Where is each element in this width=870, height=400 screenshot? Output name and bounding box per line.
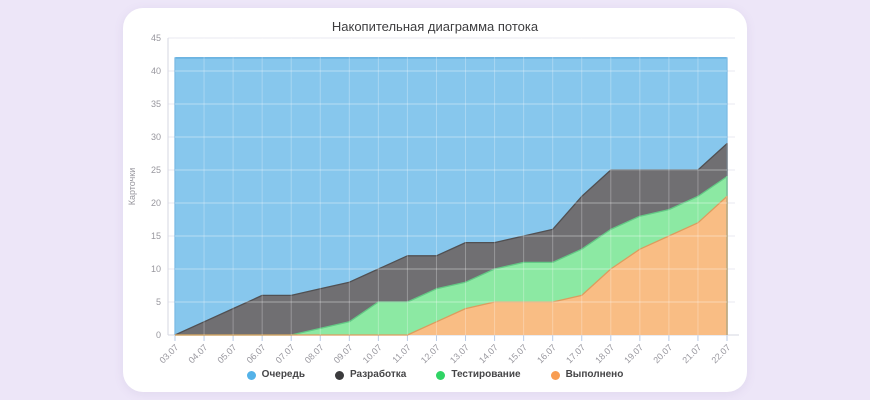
x-tick-label: 09.07	[332, 342, 355, 365]
chart-card: Накопительная диаграмма потока 0 5 10 15 20 2…	[123, 8, 747, 392]
x-tick-label: 11.07	[390, 342, 413, 365]
y-tick-label: 35	[151, 99, 161, 109]
areas	[175, 57, 727, 336]
legend-label: Тестирование	[451, 369, 521, 380]
x-tick-label: 15.07	[506, 342, 529, 365]
chart-title: Накопительная диаграмма потока	[331, 19, 539, 34]
x-tick-label: 21.07	[680, 342, 703, 365]
x-tick-label: 04.07	[186, 342, 209, 365]
legend-label: Выполнено	[565, 369, 624, 380]
y-axis-labels: 0 5 10 15 20 25 30 35 40 45	[151, 34, 161, 340]
y-tick-label: 45	[151, 34, 161, 43]
cumulative-flow-chart: 0 5 10 15 20 25 30 35 40 45 03.07 04.07 05.07 06.07 07…	[127, 34, 739, 365]
y-tick-label: 0	[156, 330, 161, 340]
y-tick-label: 10	[151, 264, 161, 274]
x-tick-label: 08.07	[303, 342, 326, 365]
x-tick-label: 13.07	[448, 342, 471, 365]
legend-dot-icon	[246, 370, 256, 380]
x-axis-labels: 03.07 04.07 05.07 06.07 07.07 08.07 09.07 10.07…	[157, 342, 732, 365]
x-tick-label: 22.07	[709, 342, 732, 365]
area-Выполнено	[175, 196, 727, 335]
legend-item-Тестирование[interactable]: Тестирование	[436, 369, 521, 380]
y-tick-label: 25	[151, 165, 161, 175]
legend-item-Выполнено[interactable]: Выполнено	[550, 369, 624, 380]
x-tick-label: 16.07	[535, 342, 558, 365]
x-tick-label: 19.07	[622, 342, 645, 365]
x-tick-label: 10.07	[361, 342, 384, 365]
y-tick-label: 30	[151, 132, 161, 142]
y-tick-label: 5	[156, 297, 161, 307]
x-tick-label: 20.07	[651, 342, 674, 365]
x-tick-label: 06.07	[245, 342, 268, 365]
x-tick-label: 03.07	[157, 342, 180, 365]
y-tick-label: 15	[151, 231, 161, 241]
legend-item-Разработка[interactable]: Разработка	[334, 369, 407, 380]
legend-dot-icon	[436, 370, 446, 380]
border-Очередь	[174, 57, 728, 335]
legend-dot-icon	[550, 370, 560, 380]
y-tick-label: 20	[151, 198, 161, 208]
area-borders	[174, 57, 728, 336]
legend-dot-icon	[334, 370, 344, 380]
x-tick-label: 18.07	[593, 342, 616, 365]
legend-label: Разработка	[349, 369, 407, 380]
chart-legend: Очередь Разработка Тестирование Выполнено	[123, 370, 747, 380]
x-tick-label: 17.07	[564, 342, 587, 365]
y-tick-label: 40	[151, 66, 161, 76]
x-tick-label: 07.07	[274, 342, 297, 365]
x-tick-label: 12.07	[419, 342, 442, 365]
border-Разработка	[174, 142, 728, 336]
legend-item-Очередь[interactable]: Очередь	[246, 369, 305, 380]
grid-overlay	[174, 38, 728, 335]
x-tick-label: 14.07	[477, 342, 500, 365]
x-tick-label: 05.07	[216, 342, 239, 365]
y-axis-title: Карточки	[127, 168, 137, 206]
legend-label: Очередь	[261, 369, 305, 380]
border-Выполнено	[175, 195, 728, 336]
